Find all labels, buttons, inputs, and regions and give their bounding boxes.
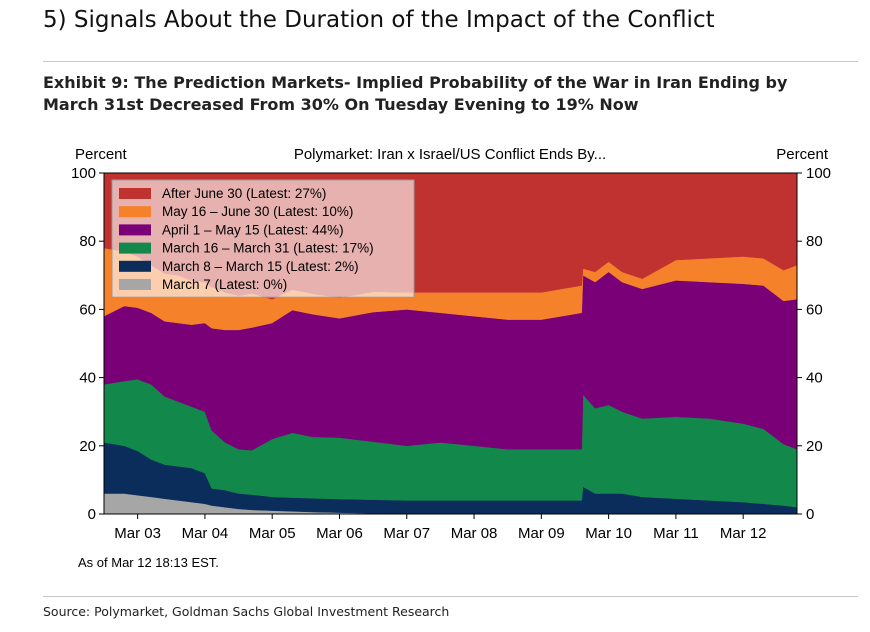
y-ticks: 0 0 20 20 40 40 60 60 80 80 100 100: [71, 165, 831, 523]
legend-label-march-7: March 7 (Latest: 0%): [162, 277, 287, 292]
x-tick-label: Mar 09: [518, 525, 565, 542]
legend-box: [111, 179, 415, 298]
legend-swatch-april-1-may-15: [119, 224, 151, 236]
legend-label-may-16-june-30: May 16 – June 30 (Latest: 10%): [162, 204, 353, 219]
legend-label-march-8-march-15: March 8 – March 15 (Latest: 2%): [162, 259, 359, 274]
y-tick-label-right: 40: [806, 370, 823, 387]
legend-swatch-march-16-march-31: [119, 242, 151, 254]
legend: After June 30 (Latest: 27%) May 16 – June…: [111, 179, 415, 298]
area-series-group: [103, 172, 798, 515]
legend-swatch-march-7: [119, 279, 151, 290]
y-tick-label-left: 60: [79, 301, 96, 318]
x-tick-label: Mar 07: [383, 525, 430, 542]
y-tick-label-right: 100: [806, 165, 831, 182]
y-tick-label-left: 100: [71, 165, 96, 182]
divider-top: [43, 61, 858, 62]
y-tick-label-left: 20: [79, 438, 96, 455]
legend-label-march-16-march-31: March 16 – March 31 (Latest: 17%): [162, 241, 374, 256]
x-tick-label: Mar 05: [249, 525, 296, 542]
x-tick-label: Mar 11: [653, 525, 699, 542]
y-axis-label-right: Percent: [776, 146, 829, 163]
x-tick-label: Mar 04: [182, 525, 229, 542]
x-tick-label: Mar 03: [114, 525, 161, 542]
y-tick-label-right: 60: [806, 301, 823, 318]
divider-bottom: [43, 596, 858, 597]
y-tick-label-left: 40: [79, 370, 96, 387]
legend-label-april-1-may-15: April 1 – May 15 (Latest: 44%): [162, 222, 344, 237]
chart-title: Polymarket: Iran x Israel/US Conflict En…: [294, 146, 606, 163]
legend-swatch-may-16-june-30: [119, 206, 151, 218]
chart-note: As of Mar 12 18:13 EST.: [78, 555, 219, 570]
legend-swatch-march-8-march-15: [119, 260, 151, 272]
y-tick-label-left: 80: [79, 233, 96, 250]
plot-frame: [103, 172, 798, 515]
x-tick-label: Mar 10: [585, 525, 632, 542]
y-tick-label-right: 20: [806, 438, 823, 455]
source-note: Source: Polymarket, Goldman Sachs Global…: [43, 604, 450, 619]
y-tick-label-left: 0: [88, 506, 96, 523]
legend-label-after-june-30: After June 30 (Latest: 27%): [162, 186, 326, 201]
exhibit-title: Exhibit 9: The Prediction Markets- Impli…: [43, 73, 788, 114]
legend-swatch-after-june-30: [119, 188, 151, 199]
x-ticks: Mar 03 Mar 04 Mar 05 Mar 06 Mar 07 Mar 08 Mar …: [114, 514, 767, 542]
x-tick-label: Mar 08: [451, 525, 498, 542]
x-tick-label: Mar 12: [720, 525, 767, 542]
chart: Polymarket: Iran x Israel/US Conflict En…: [71, 146, 831, 570]
section-title: 5) Signals About the Duration of the Imp…: [43, 7, 715, 33]
y-tick-label-right: 80: [806, 233, 823, 250]
x-tick-label: Mar 06: [316, 525, 363, 542]
y-tick-label-right: 0: [806, 506, 814, 523]
y-axis-label-left: Percent: [75, 146, 128, 163]
